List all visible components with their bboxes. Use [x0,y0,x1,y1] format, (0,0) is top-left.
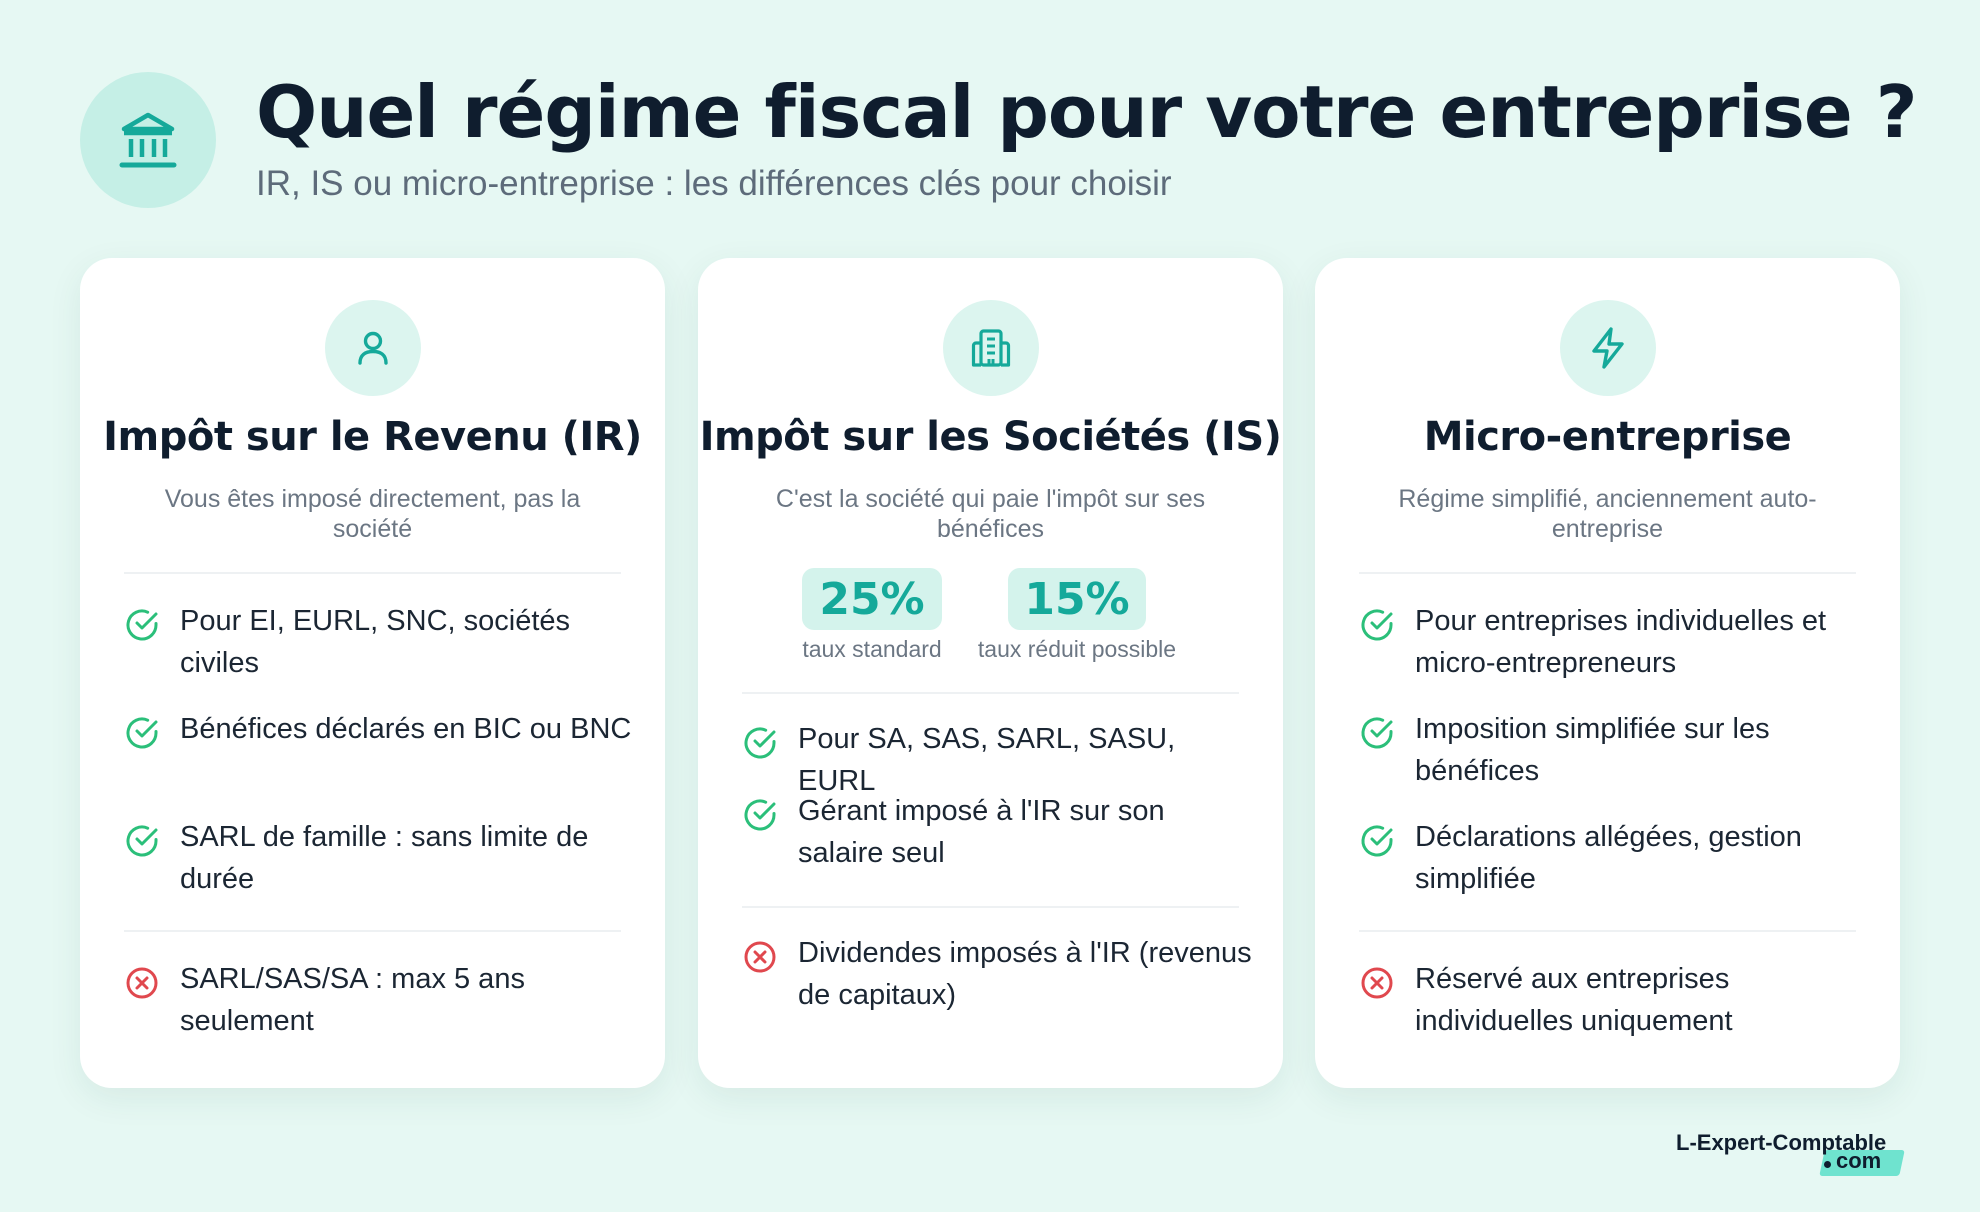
check-circle-icon [744,727,776,759]
item-text: Pour EI, EURL, SNC, sociétés civiles [180,605,571,679]
check-circle-icon [1361,609,1393,641]
list-item-pro: Gérant imposé à l'IR sur son salaire seu… [742,790,1253,874]
card-description: Régime simplifié, anciennement auto-entr… [1398,485,1817,543]
list-item-pro: Pour SA, SAS, SARL, SASU, EURL [742,718,1253,802]
card-title: Micro-entreprise [1423,414,1792,460]
list-item-pro: SARL de famille : sans limite de durée [124,816,635,900]
list-item-pro: Imposition simplifiée sur les bénéfices [1359,708,1870,792]
logo-suffix-text: com [1836,1148,1882,1173]
item-text: Réservé aux entreprises individuelles un… [1415,963,1733,1037]
rate-reduced-label: taux réduit possible [977,636,1177,662]
brand-logo: L-Expert-Comptable com [1676,1130,1906,1186]
divider [124,930,621,932]
rate-standard-label: taux standard [802,636,942,662]
item-text: SARL/SAS/SA : max 5 ans seulement [180,963,525,1037]
logo-main-text: L-Expert-Comptable [1676,1130,1887,1155]
card-ir: Impôt sur le Revenu (IR) Vous êtes impos… [80,258,665,1088]
card-is: Impôt sur les Sociétés (IS) C'est la soc… [698,258,1283,1088]
x-circle-icon [744,941,776,973]
logo-dot [1824,1161,1831,1168]
page-subtitle: IR, IS ou micro-entreprise : les différe… [256,164,1172,203]
office-building-icon [971,329,1011,367]
item-text: Gérant imposé à l'IR sur son salaire seu… [798,795,1165,869]
check-circle-icon [744,799,776,831]
divider [124,572,621,574]
card-description: C'est la société qui paie l'impôt sur se… [775,485,1206,543]
x-circle-icon [126,967,158,999]
check-circle-icon [126,717,158,749]
check-circle-icon [126,609,158,641]
divider [1359,930,1856,932]
list-item-pro: Pour entreprises individuelles et micro-… [1359,600,1870,684]
divider [742,692,1239,694]
list-item-con: Dividendes imposés à l'IR (revenus de ca… [742,932,1253,1016]
person-icon [358,331,388,365]
list-item-pro: Bénéfices déclarés en BIC ou BNC [124,708,635,751]
list-item-con: SARL/SAS/SA : max 5 ans seulement [124,958,635,1042]
item-text: Déclarations allégées, gestion simplifié… [1415,821,1802,895]
item-text: SARL de famille : sans limite de durée [180,821,589,895]
divider [742,906,1239,908]
bank-building-icon [119,112,177,168]
check-circle-icon [1361,717,1393,749]
card-icon-badge [943,300,1039,396]
card-icon-badge [325,300,421,396]
item-text: Pour entreprises individuelles et micro-… [1415,605,1827,679]
list-item-pro: Pour EI, EURL, SNC, sociétés civiles [124,600,635,684]
rate-standard-value: 25% [802,568,942,630]
list-item-pro: Déclarations allégées, gestion simplifié… [1359,816,1870,900]
rate-reduced-value: 15% [1008,568,1146,630]
card-title: Impôt sur les Sociétés (IS) [699,414,1282,460]
divider [1359,572,1856,574]
x-circle-icon [1361,967,1393,999]
card-title: Impôt sur le Revenu (IR) [103,414,642,460]
lightning-icon [1592,327,1624,369]
item-text: Imposition simplifiée sur les bénéfices [1415,713,1770,787]
card-micro-entreprise: Micro-entreprise Régime simplifié, ancie… [1315,258,1900,1088]
item-text: Dividendes imposés à l'IR (revenus de ca… [798,937,1252,1011]
item-text: Pour SA, SAS, SARL, SASU, EURL [798,723,1176,797]
header-badge [80,72,216,208]
page-title: Quel régime fiscal pour votre entreprise… [256,70,1918,154]
item-text: Bénéfices déclarés en BIC ou BNC [180,713,632,745]
check-circle-icon [126,825,158,857]
card-description: Vous êtes imposé directement, pas la soc… [164,485,581,543]
check-circle-icon [1361,825,1393,857]
card-icon-badge [1560,300,1656,396]
list-item-con: Réservé aux entreprises individuelles un… [1359,958,1870,1042]
